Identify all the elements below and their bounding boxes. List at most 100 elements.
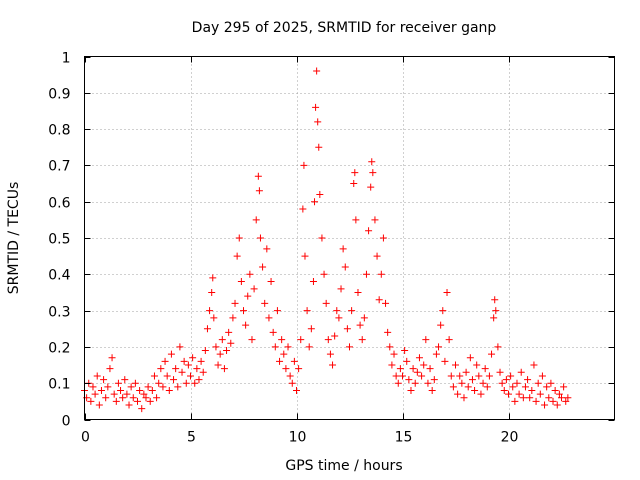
data-point	[176, 343, 184, 351]
data-point	[315, 143, 323, 151]
data-point	[148, 386, 156, 394]
data-point	[541, 401, 549, 409]
data-point	[553, 401, 561, 409]
data-point	[307, 325, 315, 333]
data-point	[351, 169, 359, 177]
data-point	[352, 216, 360, 224]
plot-frame	[84, 56, 615, 420]
data-point	[443, 288, 451, 296]
data-point	[233, 252, 241, 260]
data-point	[331, 332, 339, 340]
data-point	[462, 368, 470, 376]
data-point	[564, 394, 572, 402]
y-tick-label: 1	[62, 51, 71, 67]
data-point	[460, 394, 468, 402]
data-point	[507, 372, 515, 380]
data-point	[121, 376, 129, 384]
data-point	[117, 386, 125, 394]
data-point	[392, 372, 400, 380]
data-point	[441, 357, 449, 365]
x-axis-label: GPS time / hours	[285, 458, 402, 474]
data-point	[481, 365, 489, 373]
data-point	[187, 372, 194, 380]
data-point	[229, 314, 237, 322]
data-point	[320, 270, 328, 278]
data-point	[356, 321, 364, 329]
data-point	[195, 376, 203, 384]
data-point	[189, 354, 197, 362]
data-point	[297, 336, 305, 344]
data-points	[81, 67, 572, 413]
data-point	[394, 379, 402, 387]
data-point	[555, 390, 563, 398]
data-point	[435, 343, 443, 351]
data-point	[167, 350, 175, 358]
data-point	[303, 307, 311, 315]
data-point	[150, 372, 158, 380]
data-point	[284, 343, 292, 351]
data-point	[350, 180, 358, 188]
data-point	[180, 357, 188, 365]
data-point	[255, 187, 263, 195]
data-point	[538, 372, 546, 380]
data-point	[496, 368, 504, 376]
data-point	[318, 234, 326, 242]
data-point	[290, 357, 298, 365]
data-point	[339, 245, 347, 253]
data-point	[545, 394, 553, 402]
data-point	[367, 183, 375, 191]
data-point	[305, 343, 313, 351]
data-point	[420, 361, 428, 369]
data-point	[384, 328, 392, 336]
data-point	[100, 376, 108, 384]
data-point	[140, 390, 148, 398]
data-point	[93, 372, 101, 380]
data-point	[108, 354, 116, 362]
data-point	[242, 321, 250, 329]
data-point	[134, 397, 141, 405]
data-point	[513, 379, 521, 387]
data-point	[235, 234, 243, 242]
data-point	[490, 314, 498, 322]
data-point	[377, 270, 385, 278]
data-point	[209, 274, 217, 282]
data-point	[401, 347, 409, 355]
data-point	[326, 350, 334, 358]
data-point	[379, 234, 387, 242]
data-point	[165, 386, 173, 394]
data-point	[89, 383, 97, 391]
data-point	[475, 372, 483, 380]
data-point	[418, 372, 426, 380]
data-point	[362, 270, 370, 278]
data-point	[439, 307, 447, 315]
data-point	[547, 379, 555, 387]
data-point	[456, 372, 464, 380]
data-point	[311, 198, 319, 206]
data-point	[216, 350, 224, 358]
data-point	[295, 365, 303, 373]
data-point	[477, 390, 485, 398]
data-point	[174, 383, 182, 391]
data-point	[368, 158, 376, 166]
data-point	[337, 285, 345, 293]
data-point	[312, 103, 320, 111]
data-point	[341, 263, 349, 271]
data-point	[237, 278, 245, 286]
data-point	[293, 386, 300, 394]
data-point	[102, 394, 110, 402]
data-point	[263, 245, 271, 253]
data-point	[390, 350, 398, 358]
y-tick-label: 0.9	[48, 87, 70, 103]
data-point	[449, 383, 457, 391]
y-tick-label: 0	[62, 414, 71, 430]
data-point	[144, 383, 152, 391]
data-point	[170, 376, 178, 384]
data-point	[437, 321, 445, 329]
data-point	[558, 394, 565, 402]
data-point	[324, 336, 332, 344]
data-point	[354, 288, 362, 296]
data-point	[197, 357, 205, 365]
data-point	[468, 376, 476, 384]
